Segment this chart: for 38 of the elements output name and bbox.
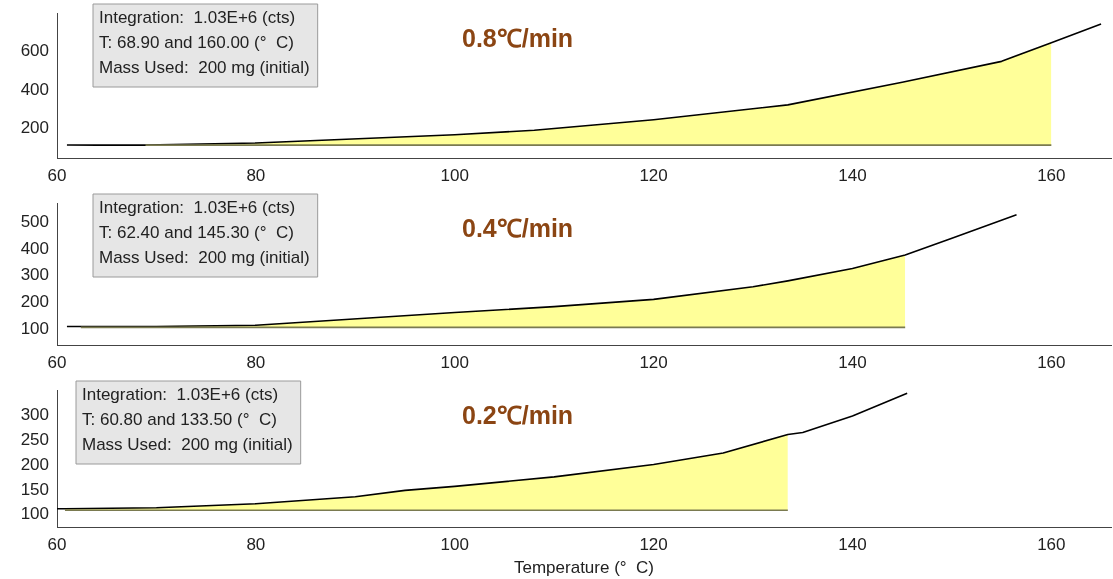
annotation: 0.2℃/min — [462, 401, 574, 430]
x-tick-label: 140 — [838, 535, 867, 555]
y-tick-label: 300 — [20, 265, 49, 285]
x-tick-label: 80 — [246, 166, 266, 186]
y-tick-label: 400 — [20, 238, 49, 258]
y-tick-label: 300 — [20, 404, 49, 424]
y-tick-label: 200 — [20, 454, 49, 474]
x-tick-label: 120 — [639, 353, 668, 373]
y-tick-label: 100 — [20, 504, 49, 524]
y-tick-label: 250 — [20, 429, 49, 449]
x-tick-label: 160 — [1037, 166, 1066, 186]
x-tick-label: 160 — [1037, 353, 1066, 373]
annotation: 0.4℃/min — [462, 214, 574, 243]
y-tick-label: 500 — [20, 211, 49, 231]
x-tick-label: 60 — [47, 535, 67, 555]
x-tick-label: 80 — [246, 353, 266, 373]
x-tick-label: 100 — [440, 353, 469, 373]
x-tick-label: 100 — [440, 535, 469, 555]
annotation: Integration: 1.03E+6 (cts) T: 60.80 and 133.50 (° C) Mass Used: 200 mg (initial) — [82, 385, 293, 455]
x-tick-label: 140 — [838, 166, 867, 186]
annotation: Integration: 1.03E+6 (cts) T: 68.90 and 160.00 (° C) Mass Used: 200 mg (initial) — [99, 8, 310, 78]
x-tick-label: 140 — [838, 353, 867, 373]
x-tick-label: 60 — [47, 166, 67, 186]
y-tick-label: 150 — [20, 479, 49, 499]
x-tick-label: 80 — [246, 535, 266, 555]
x-tick-label: 60 — [47, 353, 67, 373]
annotation: 0.8℃/min — [462, 24, 574, 53]
y-tick-label: 600 — [20, 41, 49, 61]
annotation: Integration: 1.03E+6 (cts) T: 62.40 and 145.30 (° C) Mass Used: 200 mg (initial) — [99, 198, 310, 268]
x-tick-label: 120 — [639, 166, 668, 186]
y-tick-label: 200 — [20, 292, 49, 312]
y-tick-label: 400 — [20, 79, 49, 99]
y-tick-label: 200 — [20, 118, 49, 138]
x-axis-title: Temperature (° C) — [513, 558, 655, 578]
y-tick-label: 100 — [20, 319, 49, 339]
x-tick-label: 100 — [440, 166, 469, 186]
x-tick-label: 160 — [1037, 535, 1066, 555]
x-tick-label: 120 — [639, 535, 668, 555]
